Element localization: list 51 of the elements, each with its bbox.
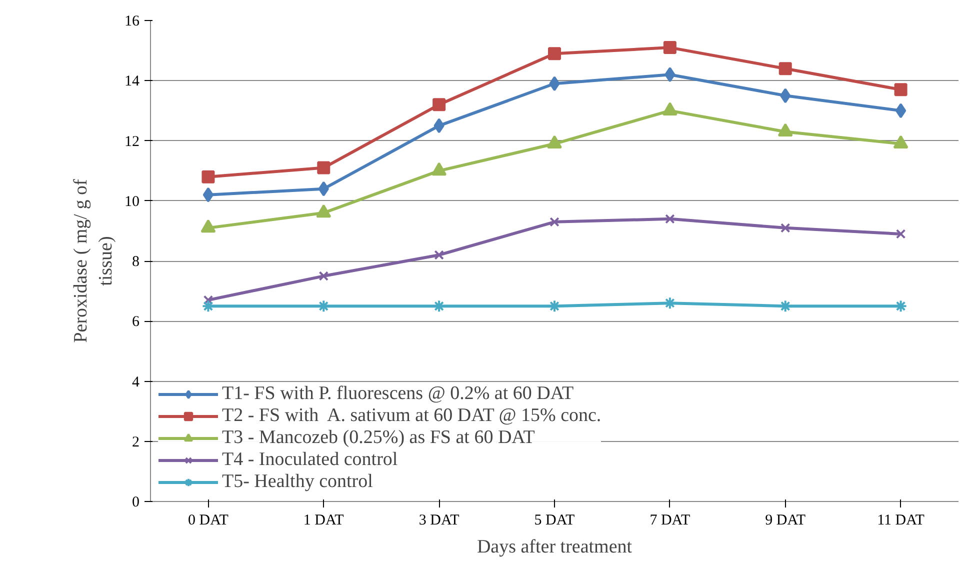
legend-label: T5- Healthy control [222, 471, 373, 493]
point [896, 229, 906, 239]
point [778, 62, 792, 76]
point [895, 103, 906, 118]
point [549, 76, 560, 92]
legend-label: T4 - Inoculated control [222, 449, 398, 471]
point [432, 98, 446, 112]
point [202, 300, 215, 313]
point [780, 88, 791, 104]
point [663, 296, 676, 310]
x-tick-label: 7 DAT [650, 512, 690, 528]
y-tick-label: 14 [124, 74, 140, 90]
point [548, 300, 561, 313]
x-tick-label: 0 DAT [188, 512, 228, 528]
x-tick-label: 3 DAT [418, 512, 460, 528]
point [663, 41, 676, 54]
legend-label: T3 - Mancozeb (0.25%) as FS at 60 DAT [222, 427, 535, 449]
point [550, 217, 560, 227]
y-tick-label: 2 [132, 434, 140, 450]
y-tick-label: 0 [132, 494, 140, 510]
point [432, 300, 446, 313]
x-axis-title: Days after treatment [476, 536, 633, 558]
point [317, 300, 330, 313]
point [434, 250, 444, 260]
point [202, 170, 215, 184]
point [894, 83, 908, 96]
point [894, 300, 908, 313]
point [665, 214, 675, 224]
point [664, 67, 676, 82]
point [317, 161, 330, 174]
x-tick-label: 11 DAT [877, 512, 924, 528]
y-axis-title: Peroxidase ( mg/ g of tissue) [70, 178, 116, 343]
y-tick-label: 10 [124, 194, 140, 210]
y-tick-label: 6 [132, 314, 140, 330]
y-tick-label: 8 [132, 254, 140, 270]
point [434, 118, 444, 134]
point [778, 300, 792, 313]
point [318, 271, 329, 281]
y-tick-label: 4 [132, 374, 140, 390]
point [548, 47, 561, 60]
legend-label: T1- FS with P. fluorescens @ 0.2% at 60 DAT [222, 383, 574, 405]
legend-label: T2 - FS with A. sativum at 60 DAT @ 15% conc. [222, 405, 602, 427]
point [203, 295, 214, 305]
y-tick-label: 12 [124, 134, 140, 150]
x-tick-label: 1 DAT [303, 512, 344, 528]
point [318, 181, 329, 196]
x-tick-label: 9 DAT [765, 512, 806, 528]
x-tick-label: 5 DAT [534, 512, 575, 528]
point [202, 187, 214, 202]
point [780, 223, 790, 233]
y-tick-label: 16 [124, 14, 140, 30]
